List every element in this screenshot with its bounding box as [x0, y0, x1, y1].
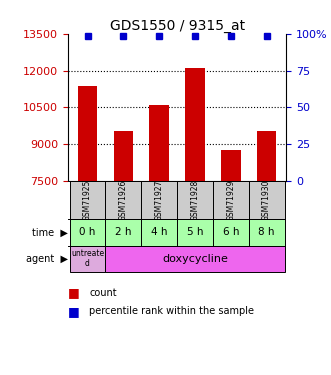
Bar	[141, 219, 177, 246]
Text: 4 h: 4 h	[151, 228, 167, 237]
Bar	[70, 181, 106, 219]
Bar	[106, 181, 141, 219]
Text: GSM71927: GSM71927	[155, 179, 164, 221]
Text: GSM71929: GSM71929	[226, 179, 235, 221]
Bar	[185, 68, 205, 181]
Bar	[141, 181, 177, 219]
Bar	[177, 181, 213, 219]
Bar	[70, 246, 106, 272]
Bar	[213, 219, 249, 246]
Bar	[257, 130, 276, 181]
Bar	[114, 130, 133, 181]
Text: GSM71925: GSM71925	[83, 179, 92, 221]
Text: doxycycline: doxycycline	[162, 254, 228, 264]
Bar	[149, 105, 169, 181]
Bar	[221, 150, 241, 181]
Text: untreate
d: untreate d	[71, 249, 104, 268]
Text: time  ▶: time ▶	[32, 228, 68, 237]
Text: ■: ■	[68, 286, 79, 299]
Text: ■: ■	[68, 305, 79, 318]
Title: GDS1550 / 9315_at: GDS1550 / 9315_at	[110, 19, 245, 33]
Bar	[106, 246, 285, 272]
Text: agent  ▶: agent ▶	[26, 254, 68, 264]
Text: 5 h: 5 h	[187, 228, 203, 237]
Bar	[213, 181, 249, 219]
Text: count: count	[89, 288, 117, 297]
Bar	[70, 219, 106, 246]
Bar	[106, 219, 141, 246]
Text: GSM71930: GSM71930	[262, 179, 271, 221]
Text: 2 h: 2 h	[115, 228, 132, 237]
Bar	[78, 87, 97, 181]
Bar	[249, 181, 285, 219]
Text: GSM71928: GSM71928	[191, 180, 200, 221]
Bar	[249, 219, 285, 246]
Text: 8 h: 8 h	[259, 228, 275, 237]
Bar	[177, 219, 213, 246]
Text: GSM71926: GSM71926	[119, 179, 128, 221]
Text: 6 h: 6 h	[222, 228, 239, 237]
Text: percentile rank within the sample: percentile rank within the sample	[89, 306, 254, 316]
Text: 0 h: 0 h	[79, 228, 96, 237]
